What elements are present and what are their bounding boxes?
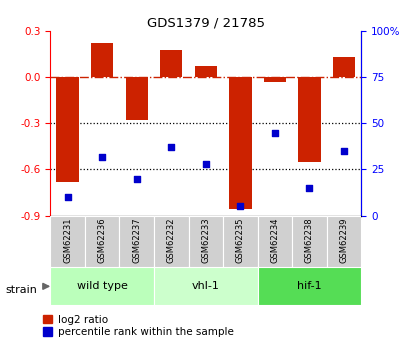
Text: wild type: wild type [77, 282, 128, 291]
Bar [154, 267, 257, 305]
Point [271, 130, 278, 135]
Point [237, 204, 244, 209]
Bar [160, 50, 183, 77]
Point [134, 176, 140, 181]
Text: strain: strain [5, 286, 37, 295]
Bar [126, 77, 148, 120]
Bar [50, 267, 154, 305]
Bar [257, 267, 361, 305]
Bar [194, 67, 217, 77]
Bar [257, 216, 292, 267]
Bar [91, 43, 113, 77]
Text: GSM62233: GSM62233 [201, 218, 210, 263]
Bar [154, 216, 189, 267]
Bar [85, 216, 119, 267]
Title: GDS1379 / 21785: GDS1379 / 21785 [147, 17, 265, 30]
Bar [56, 77, 79, 182]
Text: GSM62234: GSM62234 [270, 218, 279, 263]
Point [341, 148, 347, 154]
Text: GSM62239: GSM62239 [339, 218, 349, 263]
Bar [119, 216, 154, 267]
Text: hif-1: hif-1 [297, 282, 322, 291]
Text: GSM62237: GSM62237 [132, 218, 141, 263]
Legend: log2 ratio, percentile rank within the sample: log2 ratio, percentile rank within the s… [43, 315, 234, 337]
Point [168, 145, 175, 150]
Text: GSM62231: GSM62231 [63, 218, 72, 263]
Bar [292, 216, 327, 267]
Text: GSM62236: GSM62236 [98, 218, 107, 263]
Bar [50, 216, 85, 267]
Bar [229, 77, 252, 209]
Point [99, 154, 105, 159]
Text: GSM62232: GSM62232 [167, 218, 176, 263]
Text: GSM62238: GSM62238 [305, 218, 314, 263]
Bar [264, 77, 286, 82]
Point [64, 195, 71, 200]
Point [202, 161, 209, 167]
Text: vhl-1: vhl-1 [192, 282, 220, 291]
Text: GSM62235: GSM62235 [236, 218, 245, 263]
Bar [223, 216, 257, 267]
Bar [327, 216, 361, 267]
Bar [298, 77, 320, 162]
Bar [189, 216, 223, 267]
Point [306, 185, 313, 191]
Bar [333, 57, 355, 77]
